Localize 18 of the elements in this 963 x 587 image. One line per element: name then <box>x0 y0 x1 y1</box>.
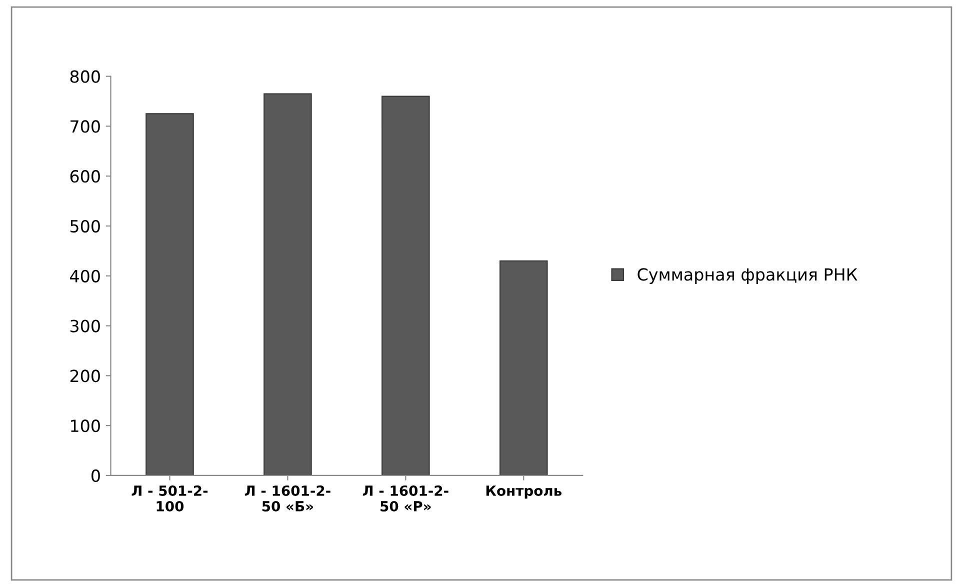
bar <box>146 113 194 476</box>
y-tick-label: 0 <box>92 469 100 482</box>
y-tick-label: 800 <box>70 70 100 83</box>
bar <box>264 93 312 476</box>
y-tick-label: 700 <box>70 120 100 133</box>
bar <box>499 260 548 476</box>
x-tick-label: Л - 1601-2- 50 «Р» <box>362 485 448 512</box>
y-tick-label: 400 <box>70 270 100 282</box>
y-tick-label: 600 <box>70 170 100 183</box>
y-tick-label: 100 <box>71 420 100 432</box>
x-tick-label: Л - 1601-2- 50 «Б» <box>244 485 330 512</box>
y-tick-label: 200 <box>70 370 100 382</box>
y-tick-label: 300 <box>70 320 100 332</box>
bar <box>382 96 430 476</box>
x-tick-label: Контроль <box>486 486 562 499</box>
y-tick-label: 500 <box>70 220 100 233</box>
legend-label: Суммарная фракция РНК <box>638 268 858 284</box>
x-tick-label: Л - 501-2- 100 <box>132 485 208 512</box>
